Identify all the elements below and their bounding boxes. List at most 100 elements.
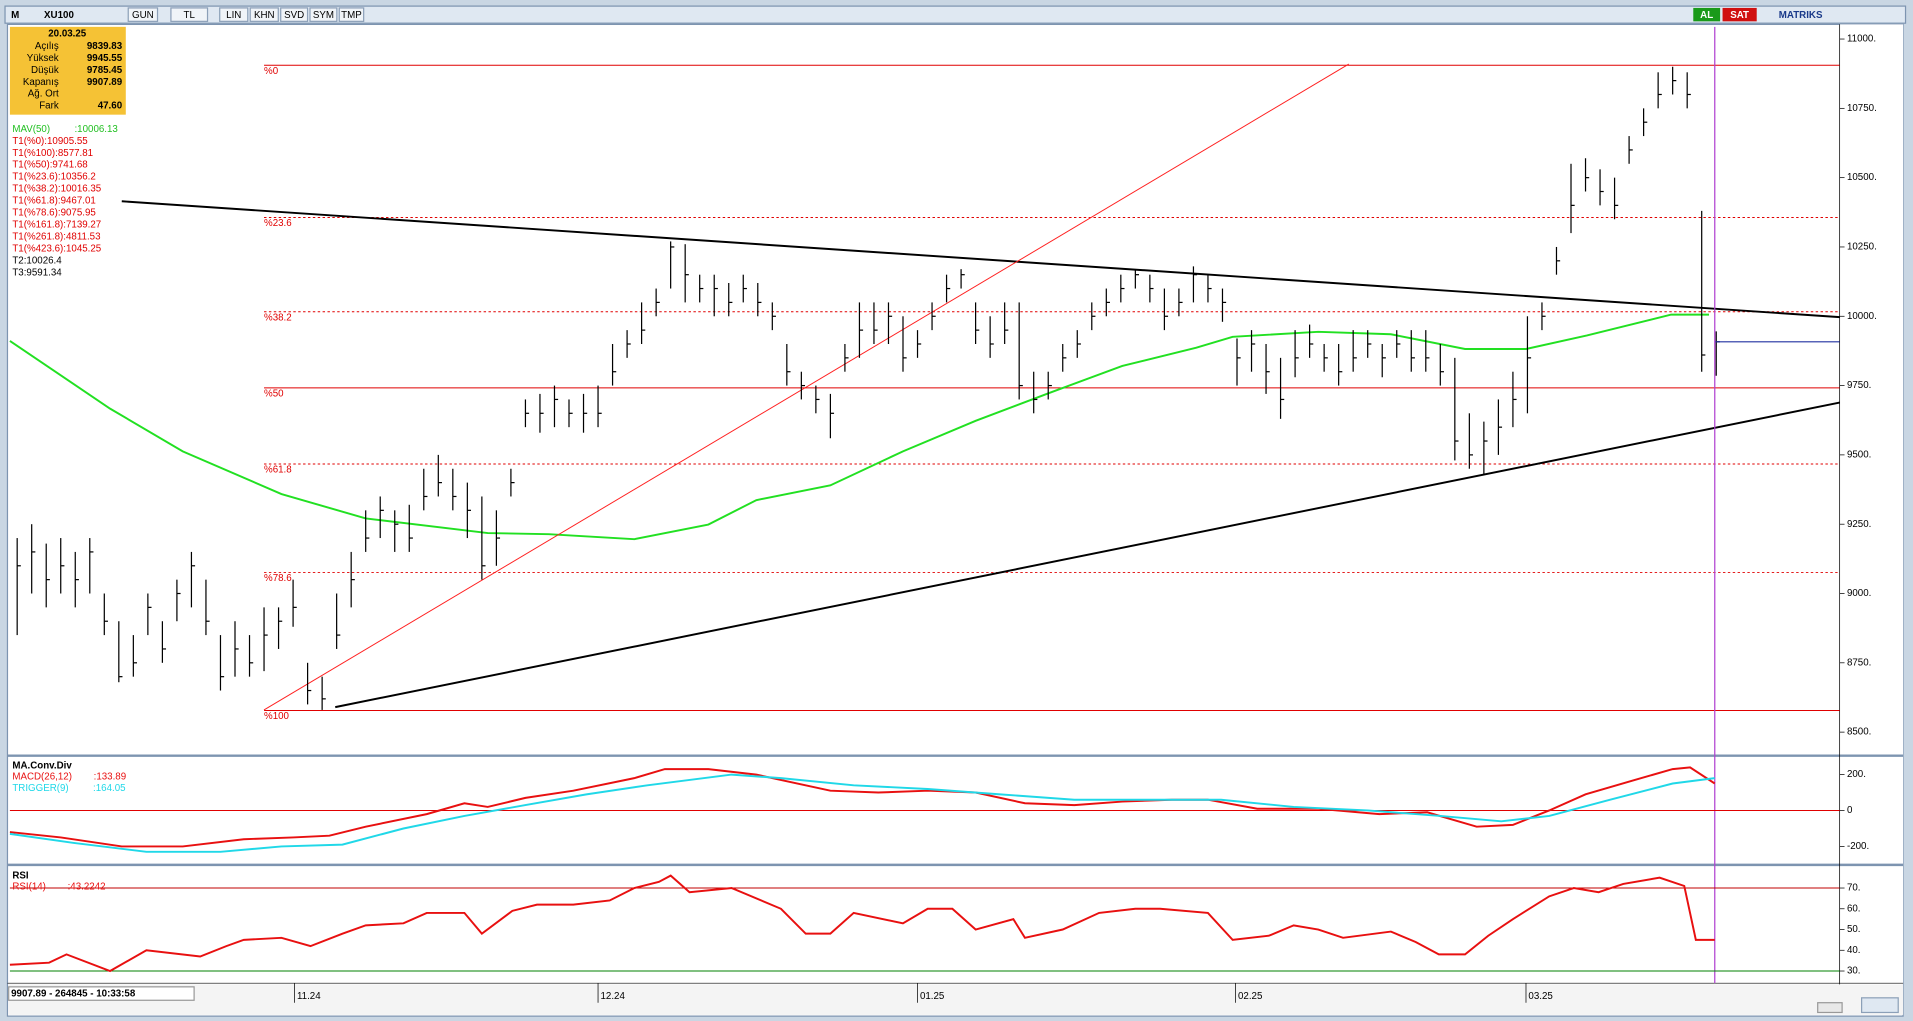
y-tick-label: 11000. [1847,34,1876,45]
y-tick-label: 60. [1847,903,1861,914]
legend-entry: TRIGGER(9) :164.05 [12,783,126,794]
legend-entry: T1(%50):9741.68 [12,160,87,171]
level-label: %0 [264,66,279,77]
y-tick-label: 10000. [1847,311,1877,322]
toolbar-button-label[interactable]: SYM [313,10,334,21]
y-tick-label: 9000. [1847,588,1871,599]
y-tick-label: 9250. [1847,519,1871,530]
level-label: %38.2 [264,312,292,323]
info-value: 47.60 [98,101,123,112]
x-axis-area [8,984,1904,1015]
info-label: Yüksek [27,53,59,64]
y-tick-label: 8500. [1847,727,1871,738]
panel-title: MA.Conv.Div [12,761,72,772]
logo: M [11,10,19,21]
info-value: 9785.45 [87,65,123,76]
y-tick-label: 30. [1847,966,1861,977]
x-tick-label: 02.25 [1238,991,1263,1002]
info-value: 9907.89 [87,77,123,88]
level-label: %61.8 [264,465,292,476]
overlay-line [335,401,1840,709]
legend-entry: T1(%100):8577.81 [12,148,93,159]
info-value: 9945.55 [87,53,123,64]
toolbar-button[interactable] [249,7,279,22]
y-tick-label: 70. [1847,883,1861,894]
level-label: %78.6 [264,573,292,584]
status-bar [8,986,195,1001]
buy-label[interactable]: AL [1700,10,1713,21]
series-line [9,773,1715,853]
info-label: Kapanış [23,77,59,88]
y-tick-label: 8750. [1847,657,1871,668]
toolbar-button[interactable] [127,7,159,22]
info-label: Ağ. Ort [28,89,59,100]
y-tick-label: 200. [1847,769,1866,780]
status-text: 9907.89 - 264845 - 10:33:58 [11,989,136,1000]
buy-button[interactable] [1693,7,1721,22]
brand: MATRIKS [1779,10,1823,21]
y-tick-label: 9750. [1847,380,1871,391]
info-box [9,26,126,115]
info-value: 9839.83 [87,41,123,52]
legend-entry: T1(%0):10905.55 [12,136,88,147]
toolbar-button[interactable] [280,7,309,22]
legend-entry: RSI(14) :43.2242 [12,881,105,892]
info-label: Fark [39,101,59,112]
legend-entry: T1(%261.8):4811.53 [12,231,100,242]
level-label: %23.6 [264,218,292,229]
toolbar [4,5,1907,24]
legend-entry: T1(%38.2):10016.35 [12,184,101,195]
legend-entry: T1(%61.8):9467.01 [12,196,95,207]
x-tick-label: 11.24 [297,991,321,1002]
nav-button[interactable] [1861,997,1899,1014]
y-axis-area [1839,24,1904,985]
toolbar-button-label[interactable]: TL [184,10,196,21]
info-label: Açılış [35,41,59,52]
scroll-button[interactable] [1817,1002,1843,1014]
toolbar-button-label[interactable]: LIN [226,10,241,21]
toolbar-button[interactable] [309,7,338,22]
panel-title: RSI [12,870,29,881]
y-tick-label: 0 [1847,805,1853,816]
x-tick-label: 03.25 [1528,991,1553,1002]
legend-entry: T3:9591.34 [12,267,62,278]
overlay-line [263,63,1350,711]
legend-entry: T1(%161.8):7139.27 [12,220,101,231]
x-tick-label: 01.25 [920,991,945,1002]
level-label: %50 [264,389,284,400]
legend-entry: MACD(26,12) :133.89 [12,772,126,783]
toolbar-button[interactable] [219,7,249,22]
overlay-line [9,313,1710,541]
level-label: %100 [264,711,290,722]
chart-area [6,23,1904,1017]
legend-entry: T2:10026.4 [12,255,62,266]
symbol: XU100 [44,10,74,21]
toolbar-button-label[interactable]: TMP [341,10,362,21]
y-tick-label: -200. [1847,841,1869,852]
y-tick-label: 50. [1847,924,1861,935]
series-line [9,766,1716,848]
y-tick-label: 10500. [1847,172,1877,183]
x-tick-label: 12.24 [600,991,625,1002]
toolbar-button-label[interactable]: SVD [284,10,304,21]
legend-entry: MAV(50) :10006.13 [12,124,118,135]
sell-button[interactable] [1722,7,1757,22]
series-line [9,874,1715,973]
legend-entry: T1(%423.6):1045.25 [12,243,101,254]
y-tick-label: 10250. [1847,242,1877,253]
y-tick-label: 9500. [1847,449,1871,460]
legend-entry: T1(%78.6):9075.95 [12,208,96,219]
sell-label[interactable]: SAT [1730,10,1749,21]
overlay-line [121,200,1840,319]
y-tick-label: 40. [1847,945,1861,956]
toolbar-button[interactable] [170,7,209,22]
toolbar-button[interactable] [338,7,365,22]
info-date: 20.03.25 [48,29,87,40]
info-label: Düşük [31,65,59,76]
toolbar-button-label[interactable]: GUN [132,10,154,21]
legend-entry: T1(%23.6):10356.2 [12,172,95,183]
toolbar-button-label[interactable]: KHN [254,10,275,21]
y-tick-label: 10750. [1847,103,1877,114]
